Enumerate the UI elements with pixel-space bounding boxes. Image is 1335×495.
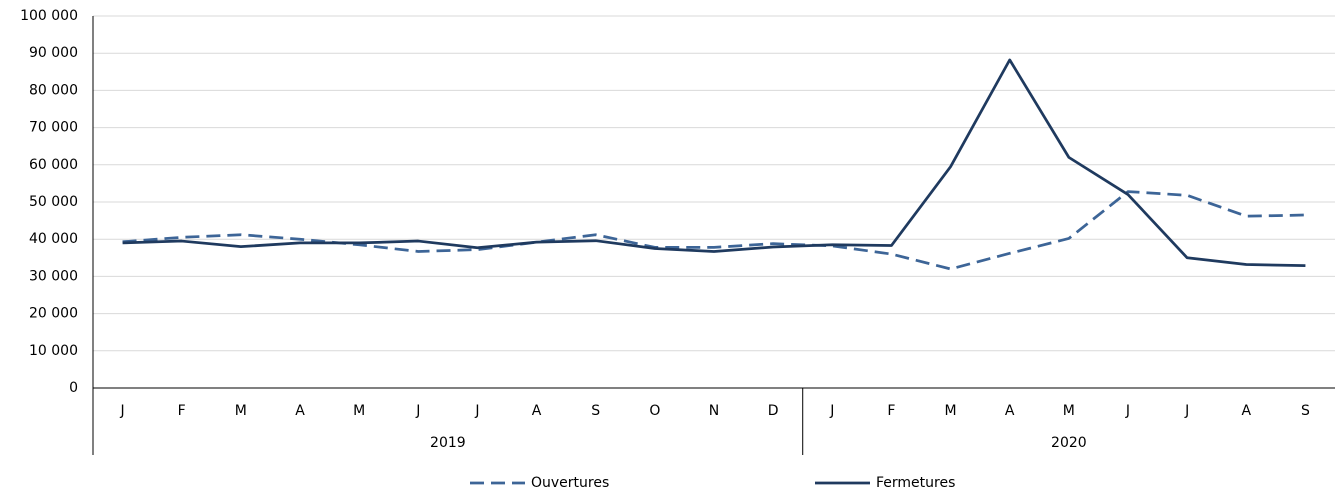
line-series bbox=[122, 58, 1306, 267]
x-tick-label: J bbox=[829, 403, 834, 419]
x-tick-label: A bbox=[1005, 403, 1015, 419]
x-tick-label: M bbox=[945, 403, 957, 419]
x-tick-label: J bbox=[474, 403, 479, 419]
y-tick-label: 10 000 bbox=[29, 343, 78, 359]
line-series bbox=[122, 190, 1306, 271]
x-tick-label: D bbox=[768, 403, 779, 419]
x-tick-label: S bbox=[1301, 403, 1310, 419]
y-tick-label: 60 000 bbox=[29, 157, 78, 173]
y-tick-label: 70 000 bbox=[29, 120, 78, 136]
y-tick-label: 90 000 bbox=[29, 45, 78, 61]
x-tick-label: A bbox=[532, 403, 542, 419]
x-tick-label: F bbox=[178, 403, 186, 419]
x-tick-label: O bbox=[649, 403, 660, 419]
y-tick-label: 50 000 bbox=[29, 194, 78, 210]
legend-label: Ouvertures bbox=[531, 475, 609, 491]
x-tick-label: J bbox=[1184, 403, 1189, 419]
y-tick-label: 100 000 bbox=[20, 8, 78, 24]
y-tick-label: 20 000 bbox=[29, 306, 78, 322]
legend-label: Fermetures bbox=[876, 475, 955, 491]
x-tick-label: M bbox=[1063, 403, 1075, 419]
y-tick-label: 30 000 bbox=[29, 268, 78, 284]
y-tick-label: 40 000 bbox=[29, 231, 78, 247]
y-tick-label: 0 bbox=[69, 380, 78, 396]
x-tick-label: A bbox=[295, 403, 305, 419]
x-tick-label: A bbox=[1241, 403, 1251, 419]
y-tick-label: 80 000 bbox=[29, 82, 78, 98]
x-tick-label: J bbox=[1125, 403, 1130, 419]
x-tick-label: J bbox=[415, 403, 420, 419]
x-tick-label: F bbox=[887, 403, 895, 419]
x-tick-label: M bbox=[235, 403, 247, 419]
x-tick-label: S bbox=[591, 403, 600, 419]
x-tick-label: M bbox=[353, 403, 365, 419]
x-tick-label: J bbox=[120, 403, 125, 419]
x-group-label: 2019 bbox=[430, 435, 466, 451]
x-tick-label: N bbox=[709, 403, 719, 419]
x-group-label: 2020 bbox=[1051, 435, 1087, 451]
